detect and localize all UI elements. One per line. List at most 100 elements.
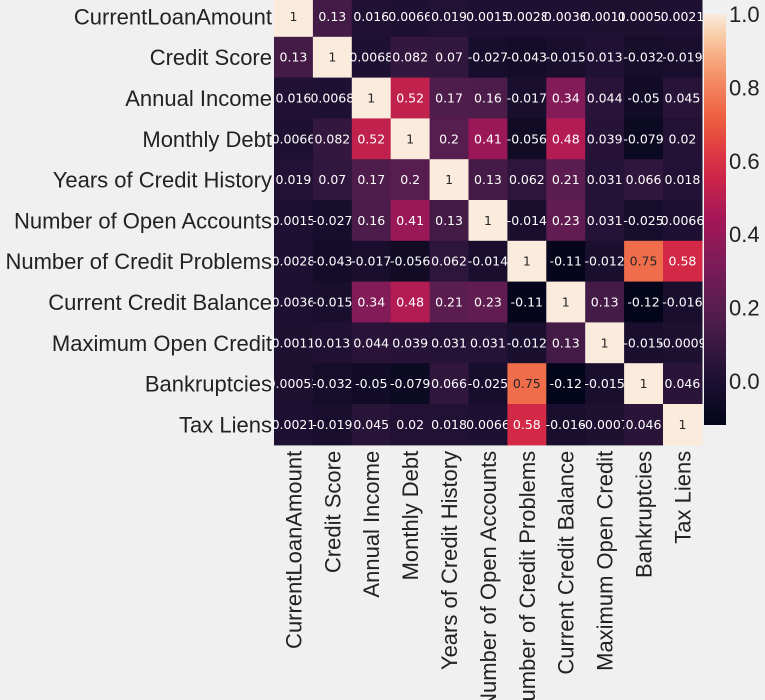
heatmap-cell	[390, 281, 431, 323]
cell-annotation: -0.014	[468, 254, 508, 269]
cell-annotation: -0.012	[507, 335, 547, 350]
heatmap-cell	[468, 118, 508, 160]
cell-annotation: -0.014	[507, 213, 547, 228]
heatmap-cell	[507, 240, 547, 283]
cell-annotation: 0.0068	[349, 50, 393, 65]
cell-annotation: 0.0021	[661, 9, 705, 24]
heatmap-cell	[312, 281, 353, 323]
cell-annotation: 0.0015	[272, 213, 316, 228]
heatmap-cell	[624, 36, 664, 79]
heatmap-cell	[585, 36, 625, 79]
colorbar-tick-label: 0.0	[729, 369, 760, 394]
cell-annotation: 0.13	[435, 213, 463, 228]
cell-annotation: 0.58	[513, 417, 541, 432]
heatmap-cell	[663, 118, 703, 160]
cell-annotation: 0.75	[513, 376, 541, 391]
cell-annotation: 0.0036	[272, 295, 316, 310]
heatmap-cell	[274, 0, 314, 38]
heatmap-cell	[429, 322, 470, 364]
colorbar-tick-label: 1.0	[729, 2, 760, 27]
cell-annotation: 0.02	[669, 131, 697, 146]
heatmap-cell	[312, 200, 353, 242]
heatmap-cell	[351, 159, 392, 201]
cell-annotation: -0.017	[507, 91, 547, 106]
heatmap-cell	[585, 404, 625, 446]
cell-annotation: -0.025	[468, 376, 508, 391]
cell-annotation: 0.0011	[272, 335, 316, 350]
cell-annotation: 0.16	[474, 91, 502, 106]
heatmap-cell	[351, 363, 392, 405]
cell-annotation: 1	[367, 91, 375, 106]
heatmap-cell	[390, 77, 431, 119]
cell-annotation: 0.045	[353, 417, 389, 432]
heatmap-cell	[274, 281, 314, 323]
cell-annotation: 0.0066	[661, 213, 705, 228]
cell-annotation: -0.079	[623, 131, 663, 146]
cell-annotation: 0.0066	[388, 9, 432, 24]
heatmap-cell	[546, 200, 586, 242]
cell-annotation: 1	[445, 172, 453, 187]
column-tick-label: Tax Liens	[670, 451, 695, 544]
heatmap-cell	[663, 322, 703, 364]
heatmap-cell	[585, 77, 625, 119]
heatmap-cell	[274, 36, 314, 79]
heatmap-cell	[624, 281, 664, 323]
cell-annotation: -0.032	[623, 50, 663, 65]
heatmap-cell	[546, 159, 586, 201]
cell-annotation: -0.012	[585, 254, 625, 269]
cell-annotation: 1	[406, 131, 414, 146]
cell-annotation: 0.082	[314, 131, 350, 146]
heatmap-cell	[429, 36, 470, 79]
heatmap-cell	[312, 77, 353, 119]
cell-annotation: -0.019	[662, 50, 702, 65]
heatmap-cell	[351, 0, 392, 38]
heatmap-cell	[546, 0, 586, 38]
cell-annotation: 0.07	[318, 172, 346, 187]
heatmap-cell	[312, 240, 353, 283]
heatmap-cell	[585, 0, 625, 38]
colorbar-tick-labels: 0.0 0.2 0.4 0.6 0.8 1.0	[729, 2, 760, 394]
cell-annotation: 0.02	[396, 417, 424, 432]
heatmap-cell	[312, 0, 353, 38]
heatmap-cell	[351, 36, 392, 79]
column-tick-label: Years of Credit History	[437, 451, 462, 670]
heatmap-cell	[507, 118, 547, 160]
cell-annotation: 0.2	[400, 172, 420, 187]
cell-annotation: 0.016	[353, 9, 389, 24]
column-tick-label: Annual Income	[359, 451, 384, 598]
heatmap-cell	[468, 36, 508, 79]
heatmap-cell	[624, 404, 664, 446]
heatmap-cell	[507, 0, 547, 38]
heatmap-cell	[390, 404, 431, 446]
colorbar: 0.0 0.2 0.4 0.6 0.8 1.0	[704, 2, 760, 425]
heatmap-cell	[429, 77, 470, 119]
heatmap-cell	[624, 363, 664, 405]
heatmap-cell	[663, 200, 703, 242]
cell-annotation: 0.48	[396, 295, 424, 310]
cell-annotation: 0.016	[276, 91, 312, 106]
cell-annotation: -0.043	[507, 50, 547, 65]
heatmap-cell	[429, 240, 470, 283]
cell-annotation: 1	[523, 254, 531, 269]
cell-annotation: 0.13	[591, 295, 619, 310]
heatmap-cell	[585, 200, 625, 242]
heatmap-cell	[546, 404, 586, 446]
cell-annotation: 0.34	[552, 91, 580, 106]
heatmap-cell	[507, 281, 547, 323]
cell-annotation: -0.027	[312, 213, 352, 228]
heatmap-cells: 1 0.13 0.016 0.0066 0.019 0.00150.00280.00360…	[268, 0, 707, 446]
heatmap-cell	[546, 322, 586, 364]
heatmap-cell	[274, 159, 314, 201]
cell-annotation: 0.0028	[505, 9, 549, 24]
cell-annotation: 0.031	[470, 335, 506, 350]
cell-annotation: 0.58	[669, 254, 697, 269]
heatmap-cell	[429, 159, 470, 201]
heatmap-cell	[507, 404, 547, 446]
heatmap-cell	[663, 281, 703, 323]
cell-annotation: -0.032	[312, 376, 352, 391]
heatmap-cell	[390, 200, 431, 242]
cell-annotation: 0.066	[431, 376, 467, 391]
colorbar-tick-label: 0.6	[729, 149, 760, 174]
heatmap-cell	[274, 200, 314, 242]
